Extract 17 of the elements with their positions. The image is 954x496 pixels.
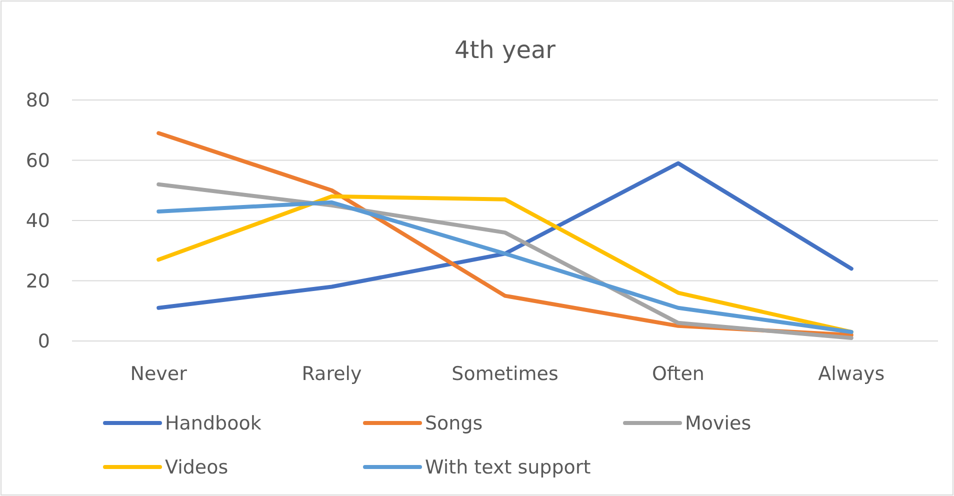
legend-label: Songs <box>425 412 483 435</box>
legend-label: Handbook <box>165 412 262 435</box>
line-series <box>156 161 854 310</box>
y-tick-label: 80 <box>26 90 50 112</box>
legend-label: Videos <box>165 456 228 479</box>
x-tick-label: Rarely <box>302 363 362 385</box>
x-tick-label: Sometimes <box>452 363 558 385</box>
y-tick-label: 20 <box>26 270 50 292</box>
x-tick-label: Often <box>652 363 704 385</box>
legend-label: With text support <box>425 456 591 479</box>
y-tick-label: 40 <box>26 210 50 232</box>
x-tick-label: Always <box>818 363 885 385</box>
y-tick-label: 60 <box>26 150 50 172</box>
chart-title: 4th year <box>454 36 556 64</box>
legend-label: Movies <box>685 412 752 435</box>
x-tick-label: Never <box>130 363 188 385</box>
y-tick-label: 0 <box>38 330 50 353</box>
